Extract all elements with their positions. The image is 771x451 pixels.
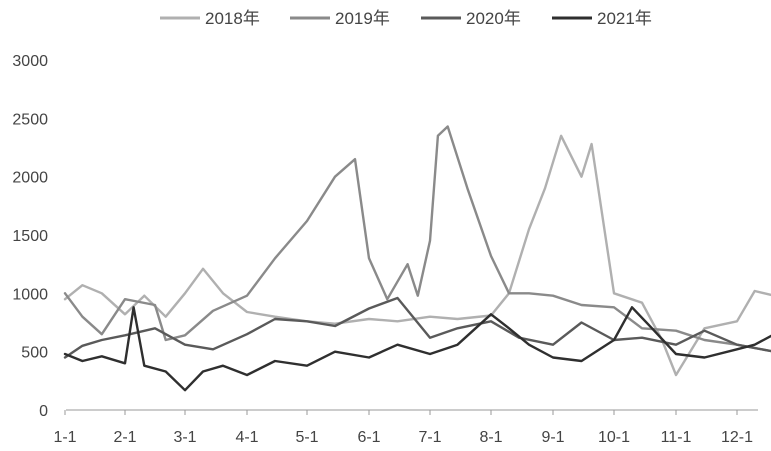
x-tick-label: 1-1 bbox=[53, 429, 76, 446]
x-tick-label: 5-1 bbox=[295, 429, 318, 446]
legend: 2018年 2019年 2020年 2021年 bbox=[160, 9, 652, 28]
series-line bbox=[63, 306, 771, 392]
y-axis: 0 500 1000 1500 2000 2500 3000 bbox=[12, 53, 48, 420]
y-tick-label: 2000 bbox=[12, 170, 48, 187]
y-tick-label: 1000 bbox=[12, 286, 48, 303]
x-axis: 1-1 2-1 3-1 4-1 5-1 6-1 7-1 8-1 9-1 10-1 11-1 12-1 bbox=[53, 409, 758, 446]
x-tick-label: 11-1 bbox=[661, 429, 692, 446]
y-tick-label: 1500 bbox=[12, 228, 48, 245]
x-tick-label: 2-1 bbox=[113, 429, 136, 446]
y-tick-label: 0 bbox=[39, 403, 48, 420]
x-tick-label: 3-1 bbox=[173, 429, 196, 446]
x-tick-label: 9-1 bbox=[541, 429, 564, 446]
x-tick-label: 6-1 bbox=[357, 429, 380, 446]
x-tick-label: 10-1 bbox=[598, 429, 630, 446]
y-tick-label: 3000 bbox=[12, 53, 48, 70]
x-tick-label: 12-1 bbox=[721, 429, 753, 446]
legend-label: 2021年 bbox=[597, 9, 652, 28]
y-tick-label: 500 bbox=[21, 345, 48, 362]
series-group bbox=[63, 125, 771, 392]
x-tick-label: 8-1 bbox=[479, 429, 502, 446]
series-line bbox=[63, 125, 771, 353]
legend-label: 2019年 bbox=[335, 9, 390, 28]
series-line bbox=[63, 296, 771, 359]
legend-label: 2018年 bbox=[205, 9, 260, 28]
legend-label: 2020年 bbox=[466, 9, 521, 28]
y-tick-label: 2500 bbox=[12, 111, 48, 128]
x-tick-label: 4-1 bbox=[235, 429, 258, 446]
x-tick-label: 7-1 bbox=[418, 429, 441, 446]
